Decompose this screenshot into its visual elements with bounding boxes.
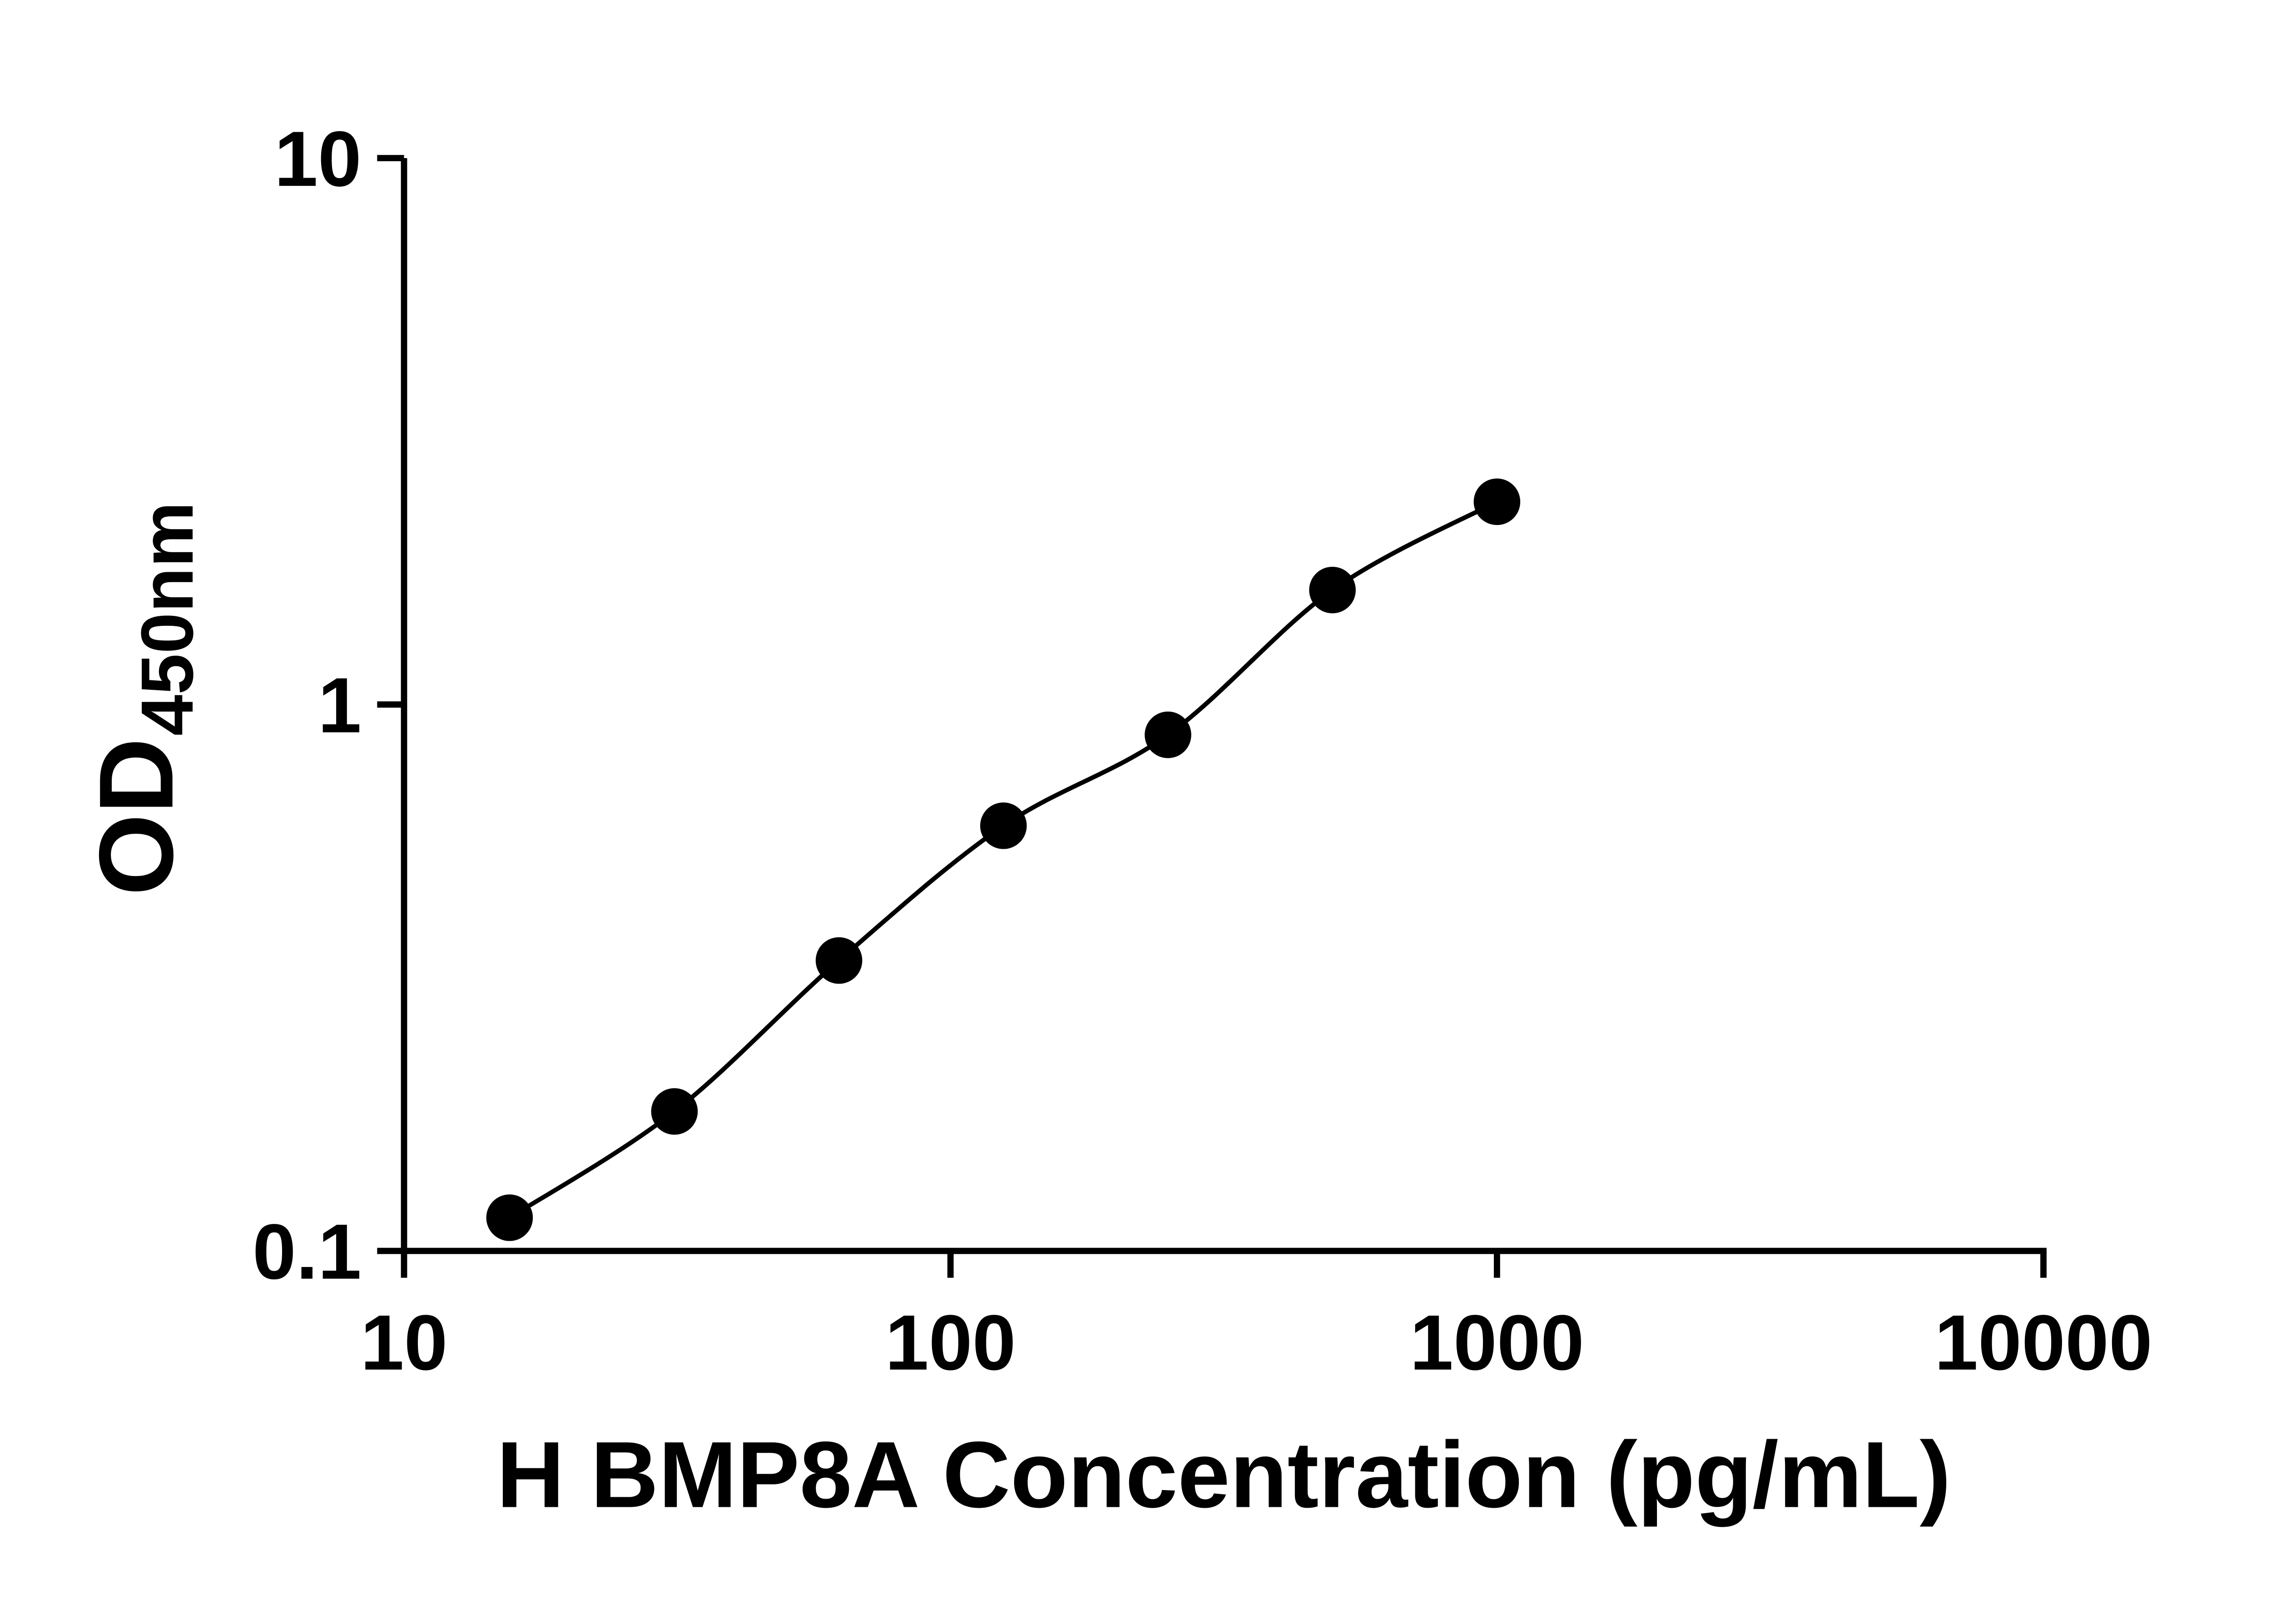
x-axis-title: H BMP8A Concentration (pg/mL) bbox=[496, 1422, 1951, 1527]
x-tick-label: 100 bbox=[885, 1299, 1016, 1386]
data-point-marker bbox=[486, 1194, 533, 1241]
x-tick-label: 10000 bbox=[1934, 1299, 2152, 1386]
data-point-marker bbox=[980, 802, 1027, 849]
y-tick-label: 1 bbox=[318, 661, 362, 749]
y-tick-label: 10 bbox=[274, 115, 362, 203]
data-point-marker bbox=[815, 937, 863, 984]
y-axis-title-subscript: 450nm bbox=[126, 502, 208, 736]
y-axis-title: OD 450nm bbox=[78, 502, 208, 896]
y-axis-title-main: OD bbox=[78, 738, 195, 896]
y-tick-label: 0.1 bbox=[253, 1208, 362, 1296]
data-point-marker bbox=[1145, 711, 1191, 758]
x-tick-label: 1000 bbox=[1410, 1299, 1584, 1386]
data-point-marker bbox=[1473, 478, 1521, 525]
x-axis-ticks: 10 100 1000 10000 bbox=[361, 1251, 2152, 1386]
data-points bbox=[486, 478, 1521, 1241]
y-axis-ticks: 0.1 1 10 bbox=[253, 115, 404, 1296]
data-point-marker bbox=[651, 1088, 698, 1135]
data-point-marker bbox=[1309, 566, 1356, 614]
x-tick-label: 10 bbox=[361, 1299, 448, 1386]
